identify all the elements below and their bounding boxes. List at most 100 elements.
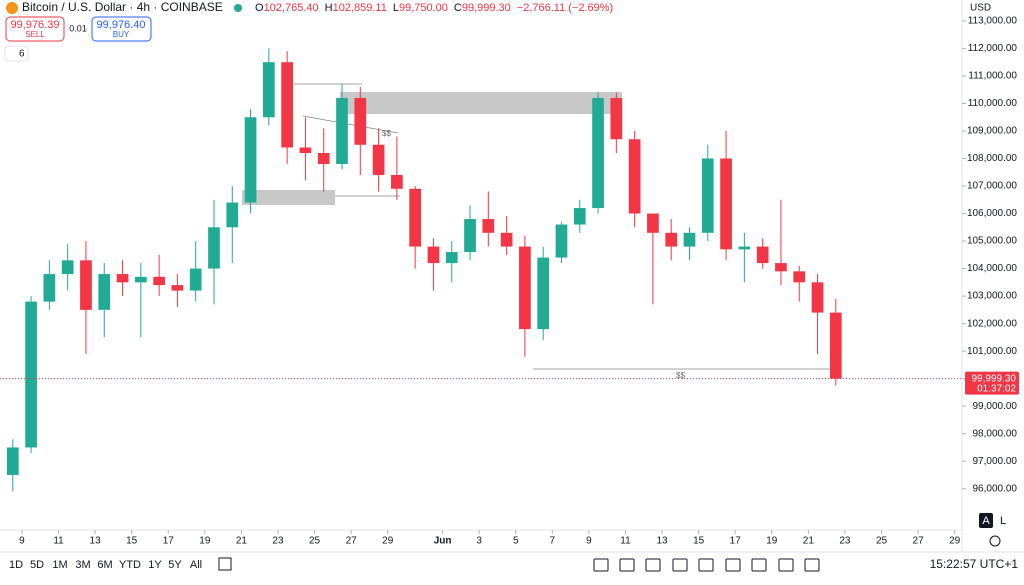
y-tick-label: 101,000.00 bbox=[967, 346, 1017, 357]
change: −2,766.11 (−2.69%) bbox=[517, 2, 613, 14]
y-tick-label: 111,000.00 bbox=[968, 71, 1017, 82]
tool-icon[interactable] bbox=[619, 558, 635, 572]
x-tick-label: 19 bbox=[199, 536, 211, 547]
y-tick-label: 97,000.00 bbox=[973, 456, 1018, 467]
sell-price: 99,976.39 bbox=[11, 19, 60, 31]
candle-body bbox=[134, 276, 147, 283]
ohlc-value: 102,859.11 bbox=[333, 2, 387, 14]
x-tick-label: 23 bbox=[839, 536, 851, 547]
range-button[interactable]: 6M bbox=[97, 559, 112, 571]
x-tick-label: 15 bbox=[693, 536, 705, 547]
tool-icon[interactable] bbox=[725, 558, 741, 572]
ohlc-key: H bbox=[325, 2, 333, 14]
tool-icon[interactable] bbox=[751, 558, 767, 572]
zone bbox=[340, 92, 622, 114]
candle-body bbox=[409, 188, 422, 247]
x-tick-label: 11 bbox=[53, 536, 64, 547]
x-tick-label: 11 bbox=[620, 536, 631, 547]
x-tick-label: 13 bbox=[656, 536, 668, 547]
range-button[interactable]: YTD bbox=[119, 559, 141, 571]
y-tick-label: 104,000.00 bbox=[967, 263, 1017, 274]
x-tick-label: 9 bbox=[586, 536, 592, 547]
candle-body bbox=[610, 97, 623, 140]
tool-icon[interactable] bbox=[804, 558, 820, 572]
x-tick-label: 25 bbox=[309, 536, 321, 547]
candle-body bbox=[208, 227, 220, 269]
candle-body bbox=[775, 263, 787, 272]
candle-body bbox=[793, 271, 806, 283]
candle-body bbox=[665, 232, 678, 247]
candle-body bbox=[500, 232, 513, 247]
candle-body bbox=[555, 224, 568, 258]
indicator-count: 6 bbox=[19, 49, 25, 60]
ohlc-key: C bbox=[454, 2, 462, 14]
last-price-box bbox=[965, 371, 1019, 395]
indicator-toggle[interactable] bbox=[4, 45, 29, 62]
candle-body bbox=[317, 153, 330, 165]
settings-icon[interactable] bbox=[989, 535, 1001, 547]
candle-body bbox=[756, 246, 769, 264]
x-tick-label: 15 bbox=[126, 536, 138, 547]
tool-icon[interactable] bbox=[698, 558, 714, 572]
tool-icon[interactable] bbox=[672, 558, 688, 572]
sell-label: SELL bbox=[25, 30, 45, 39]
candle-body bbox=[6, 447, 19, 475]
range-button[interactable]: 5Y bbox=[168, 559, 182, 571]
candle-body bbox=[464, 219, 476, 253]
range-button[interactable]: 1M bbox=[52, 559, 67, 571]
candle-body bbox=[445, 252, 458, 264]
candle-body bbox=[153, 276, 165, 286]
x-tick-label: 7 bbox=[550, 536, 556, 547]
tool-icon[interactable] bbox=[645, 558, 661, 572]
symbol-title: Bitcoin / U.S. Dollar · 4h · COINBASE bbox=[22, 0, 223, 14]
range-button[interactable]: 1D bbox=[9, 559, 23, 571]
candle-body bbox=[299, 147, 312, 154]
ohlc-key: O bbox=[255, 2, 264, 14]
y-tick-label: 107,000.00 bbox=[967, 181, 1017, 192]
tool-icon[interactable] bbox=[778, 558, 794, 572]
candle-body bbox=[628, 139, 641, 214]
buy-price: 99,976.40 bbox=[97, 19, 146, 31]
x-tick-label: 27 bbox=[346, 536, 358, 547]
y-tick-label: 109,000.00 bbox=[967, 126, 1017, 137]
log-scale-label[interactable]: L bbox=[1000, 515, 1006, 527]
range-button[interactable]: All bbox=[190, 559, 202, 571]
range-button[interactable]: 3M bbox=[75, 559, 90, 571]
drawing-line bbox=[302, 115, 399, 134]
x-tick-label: 13 bbox=[90, 536, 102, 547]
status-dot bbox=[234, 4, 242, 12]
currency: USD bbox=[970, 3, 991, 14]
candle-body bbox=[592, 97, 604, 209]
auto-scale-button[interactable] bbox=[979, 513, 993, 528]
range-button[interactable]: 5D bbox=[30, 559, 44, 571]
x-tick-label: 9 bbox=[19, 536, 25, 547]
y-tick-label: 108,000.00 bbox=[967, 153, 1017, 164]
x-tick-label: 19 bbox=[766, 536, 778, 547]
candle-body bbox=[171, 285, 184, 291]
x-tick-label: 3 bbox=[476, 536, 482, 547]
tool-icon[interactable] bbox=[593, 558, 609, 572]
last-price-label: 99,999.30 bbox=[972, 373, 1017, 384]
candle-body bbox=[391, 175, 403, 189]
range-button[interactable]: 1Y bbox=[148, 559, 162, 571]
y-tick-label: 103,000.00 bbox=[967, 291, 1017, 302]
y-tick-label: 112,000.00 bbox=[968, 43, 1018, 54]
y-tick-label: 106,000.00 bbox=[967, 208, 1017, 219]
candle-body bbox=[226, 202, 239, 228]
buy-label: BUY bbox=[113, 30, 130, 39]
ohlc-key: L bbox=[393, 2, 399, 14]
candle-body bbox=[116, 274, 129, 283]
candle-body bbox=[281, 62, 293, 148]
y-tick-label: 113,000.00 bbox=[968, 16, 1018, 27]
candle-body bbox=[336, 97, 348, 165]
annotation: $$ bbox=[382, 129, 391, 138]
buy-button[interactable] bbox=[91, 16, 152, 42]
candle-body bbox=[244, 117, 257, 203]
annotation: $$ bbox=[676, 371, 685, 380]
calendar-icon[interactable] bbox=[218, 557, 232, 571]
zone bbox=[242, 190, 335, 205]
candle-body bbox=[537, 257, 550, 330]
sell-button[interactable] bbox=[5, 16, 65, 42]
x-tick-label: 5 bbox=[513, 536, 519, 547]
